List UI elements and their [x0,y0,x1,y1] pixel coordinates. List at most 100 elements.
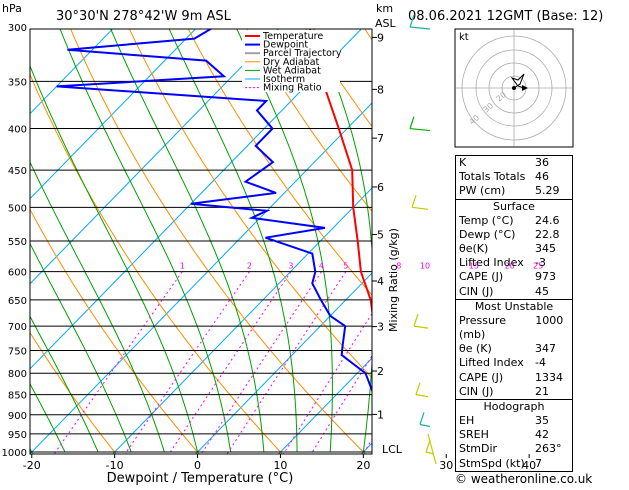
row-value: 347 [535,342,569,356]
row-label: CAPE (J) [459,270,503,284]
row-value: -3 [535,256,569,270]
location-label: 30°30'N 278°42'W 9m ASL [56,9,232,24]
table-row: Temp (°C) 24.6 [456,214,572,228]
table-row: CIN (J)21 [456,385,572,399]
wind-barb [428,434,436,464]
table-row: θe(K)345 [456,242,572,256]
x-axis-label: Dewpoint / Temperature (°C) [107,471,294,486]
row-value: 1334 [535,371,569,385]
dewpoint-line [57,27,401,452]
km-tick-label: 9 [377,31,384,44]
row-value: 22.8 [535,228,569,242]
mixing-ratio-label: 2 [247,262,252,271]
wind-barb [410,27,430,29]
row-label: StmSpd (kt) [459,457,525,471]
unstable-title: Most Unstable [456,300,572,314]
mixing-ratio-line [283,272,399,456]
table-row: θe (K)347 [456,342,572,356]
units-hpa: hPa [2,2,22,15]
row-value: 5.29 [535,184,569,198]
row-value: 42 [535,428,569,442]
table-row: PW (cm)5.29 [456,184,572,198]
table-row: Dewp (°C) 22.8 [456,228,572,242]
row-value: -4 [535,356,569,370]
row-value: 973 [535,270,569,284]
lcl-label: LCL [382,443,403,456]
row-value: 24.6 [535,214,569,228]
pressure-tick-labels: 3003504004505005506006507007508008509009… [2,23,27,459]
y-axis-right-label: Mixing Ratio (g/kg) [387,228,400,332]
pressure-tick-label: 550 [8,237,27,248]
pressure-tick-label: 450 [8,166,27,177]
row-label: Totals Totals [459,170,525,184]
km-tick-label: 2 [377,365,384,378]
wind-barb [412,195,416,207]
pressure-tick-label: 700 [8,322,27,333]
temperature-tick-label: 30 [439,459,453,472]
parcel-trajectory-line [397,27,424,452]
row-value: 7 [535,457,569,471]
pressure-tick-label: 300 [8,23,27,34]
mixing-ratio-label: 4 [319,262,324,271]
table-row: CAPE (J) 973 [456,270,572,284]
row-label: CIN (J) [459,385,493,399]
pressure-tick-label: 900 [8,411,27,422]
pressure-tick-label: 400 [8,125,27,136]
temperature-tick-label: -20 [23,459,41,472]
wind-barb [426,440,430,452]
row-label: Lifted Index [459,256,524,270]
legend-entry: Mixing Ratio [263,83,322,94]
hodograph-center [512,86,516,90]
table-row: StmSpd (kt) 7 [456,457,572,471]
wind-barb [420,424,430,426]
km-tick-label: 4 [377,275,384,288]
pressure-tick-label: 800 [8,369,27,380]
pressure-tick-label: 950 [8,430,27,441]
wind-barbs [410,15,436,464]
mixing-ratio-label: 5 [343,262,348,271]
pressure-tick-label: 750 [8,346,27,357]
row-label: Temp (°C) [459,214,514,228]
row-value: 263° [535,442,569,456]
surface-title: Surface [456,200,572,214]
pressure-tick-label: 350 [8,77,27,88]
pressure-tick-label: 1000 [2,448,27,459]
wind-barb [416,395,428,397]
wind-barb [416,383,420,395]
isotherm-line [595,0,629,469]
row-label: K [459,156,466,170]
wind-barb [410,117,414,129]
row-label: EH [459,414,474,428]
wind-barb [420,412,424,424]
row-label: Pressure (mb) [459,314,535,342]
row-label: Dewp (°C) [459,228,515,242]
units-asl: ASL [375,17,397,30]
temperature-tick-label: 20 [356,459,370,472]
pressure-tick-label: 650 [8,296,27,307]
row-label: CIN (J) [459,285,493,299]
pressure-tick-label: 850 [8,391,27,402]
row-label: Lifted Index [459,356,524,370]
km-tick-label: 8 [377,83,384,96]
pressure-tick-label: 500 [8,203,27,214]
hodograph-unit-label: kt [459,32,469,43]
row-label: SREH [459,428,489,442]
row-value: 46 [535,170,569,184]
mixing-ratio-label: 1 [180,262,185,271]
km-tick-label: 6 [377,181,384,194]
table-row: Pressure (mb)1000 [456,314,572,342]
row-value: 36 [535,156,569,170]
km-tick-label: 7 [377,132,384,145]
wind-barb [410,129,430,131]
row-value: 35 [535,414,569,428]
table-row: K 36 [456,156,572,170]
km-tick-label: 3 [377,321,384,334]
datetime-label: 08.06.2021 12GMT (Base: 12) [408,9,603,24]
